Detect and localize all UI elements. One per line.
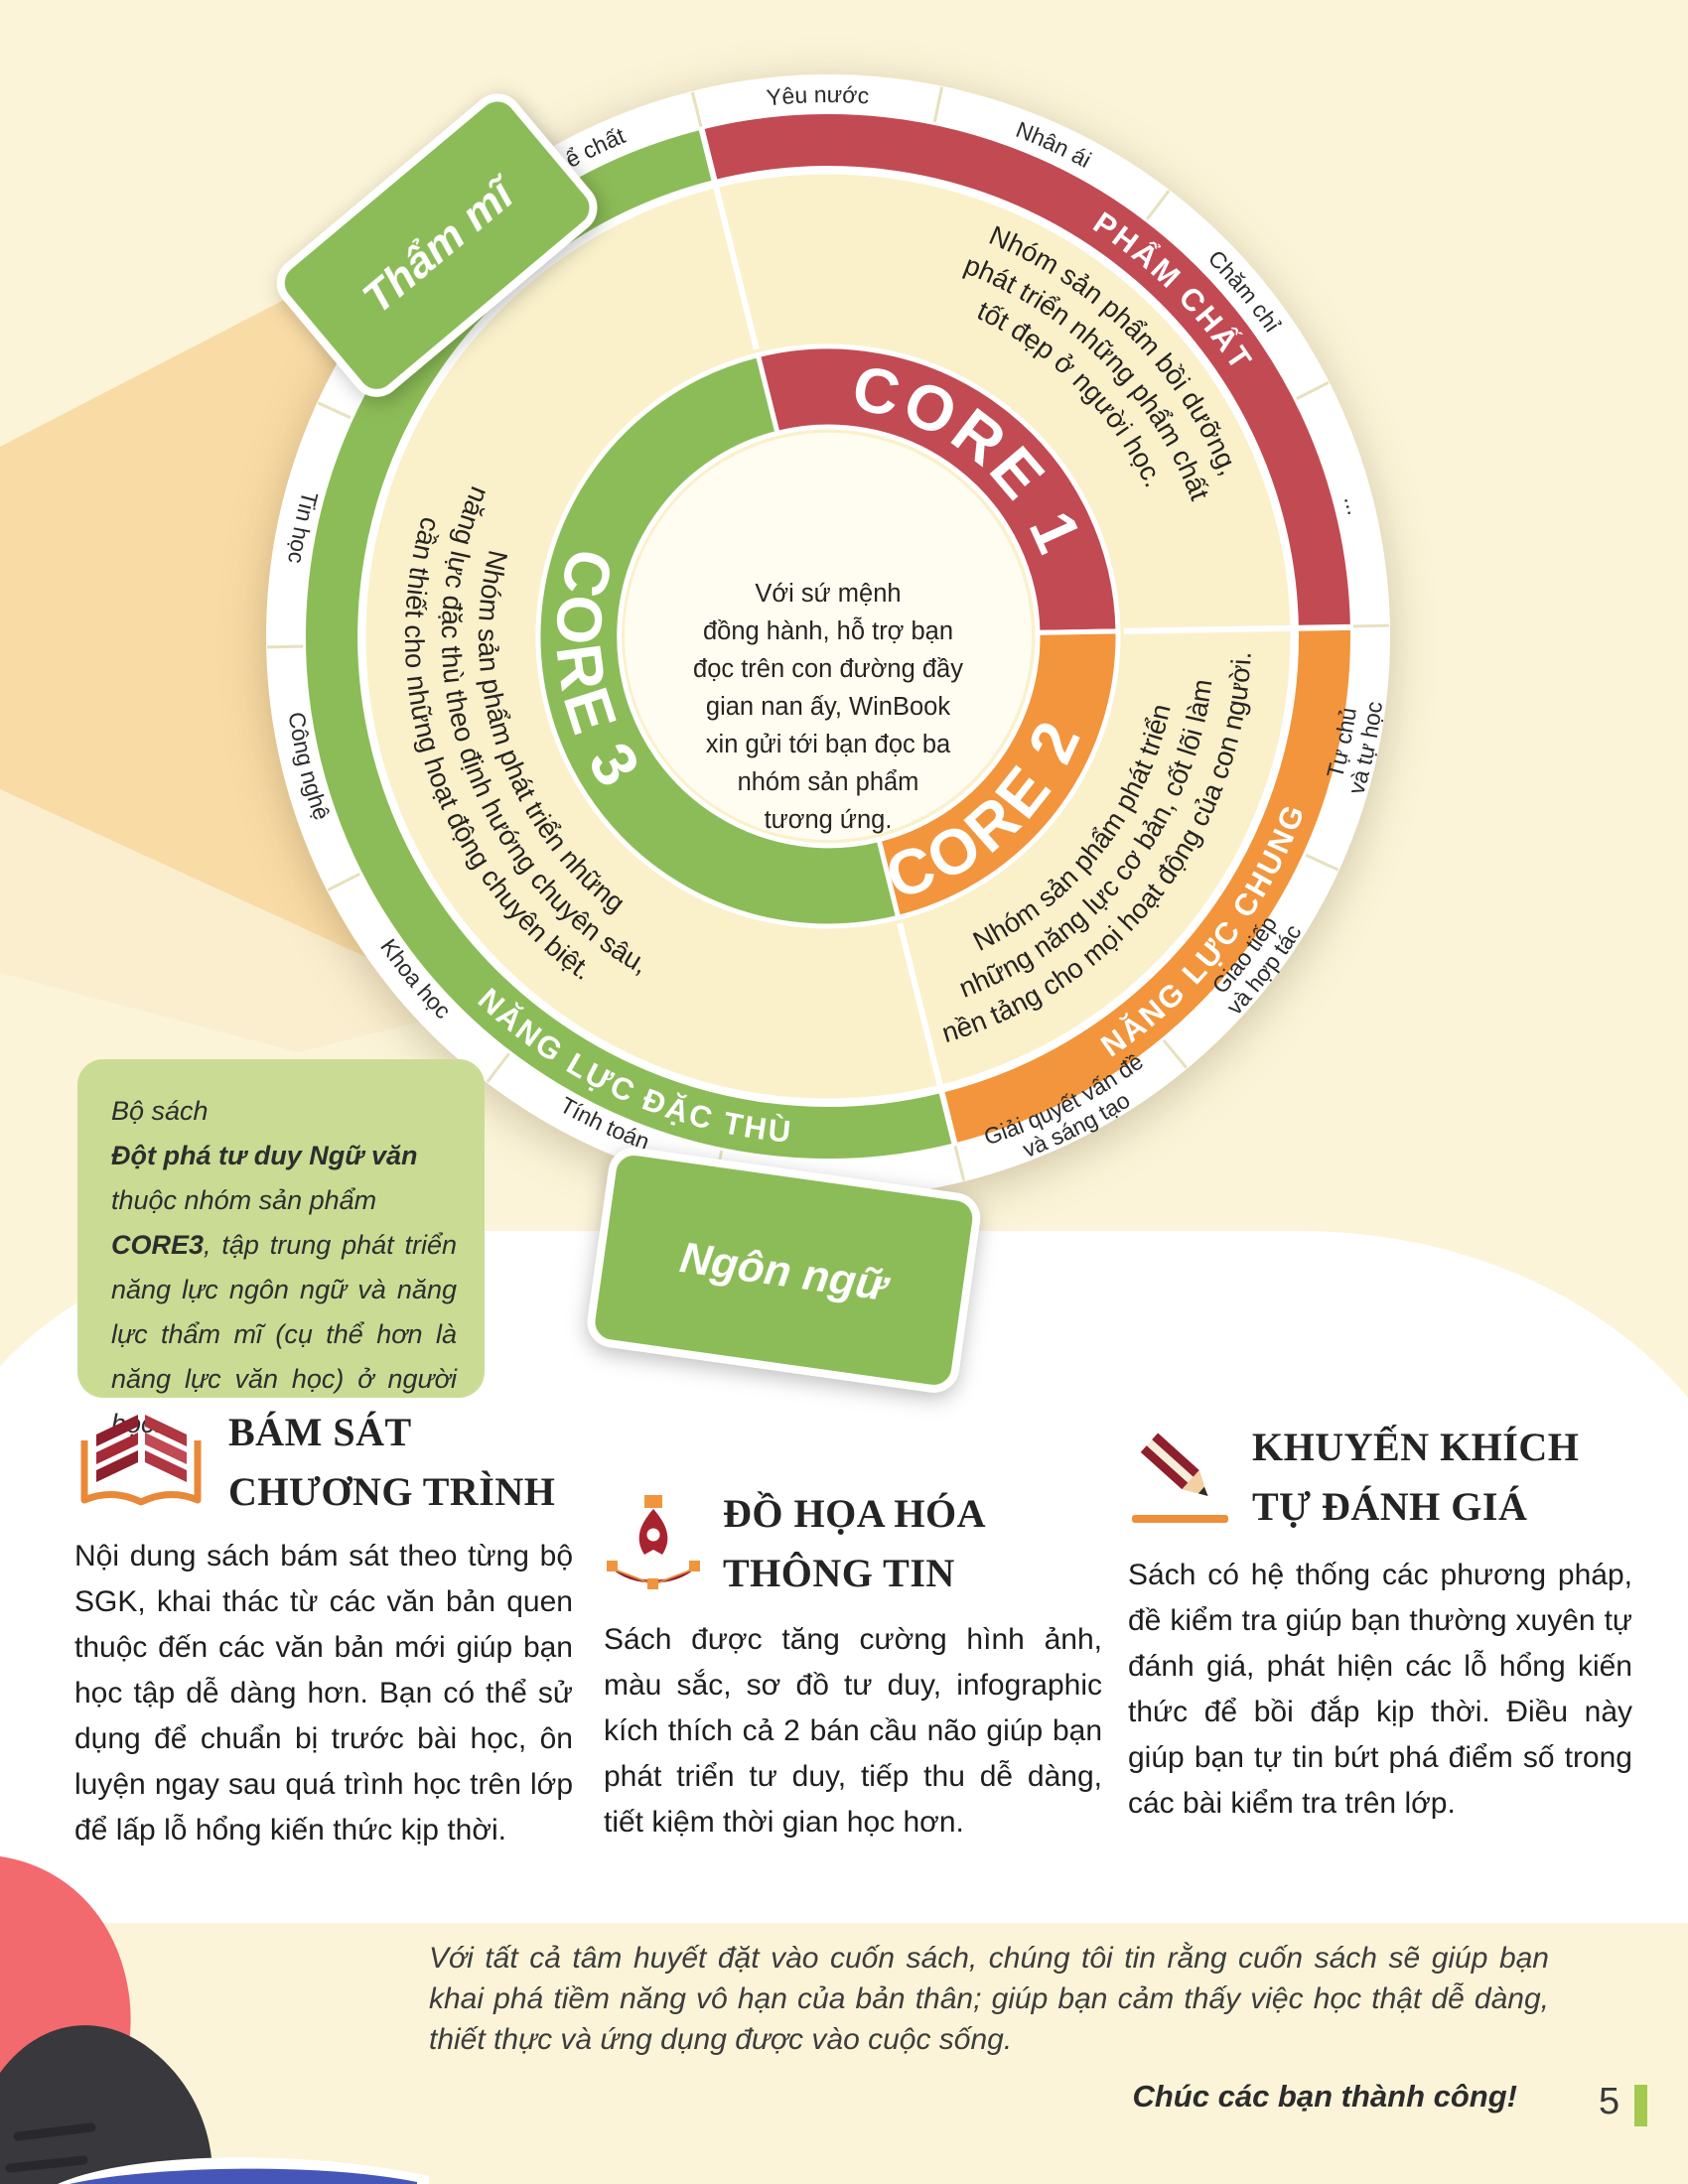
pen-nib-icon [607,1495,700,1589]
feature-body: Nội dung sách bám sát theo từng bộ SGK, … [74,1540,573,1846]
closing-signoff: Chúc các bạn thành công! [1132,2079,1517,2114]
outer-label: Yêu nước [766,81,870,110]
wheel-center [625,433,1032,840]
book-icon [80,1415,202,1506]
core-1-segment [755,343,1121,635]
mascot-stripe [5,2155,88,2173]
feature-body: Sách có hệ thống các phương pháp, đề kiể… [1128,1559,1632,1820]
series-info-box: Bộ sách Đột phá tư duy Ngữ văn thuộc nhó… [77,1059,485,1438]
series-title: Đột phá tư duy Ngữ văn [111,1141,418,1170]
mascot-illustration [0,1856,429,2184]
series-line3: thuộc nhóm sản phẩm [111,1185,377,1215]
tab-ngon-ngu: Ngôn ngữ [587,1147,981,1393]
page-number-bar [1634,2085,1647,2126]
feature-tu-danh-gia: KHUYẾN KHÍCH TỰ ĐÁNH GIÁ Sách có hệ thống… [1128,1418,1632,1827]
series-core-ref: CORE3 [111,1230,205,1260]
series-intro: Bộ sách [111,1096,209,1126]
pencil-icon [1132,1433,1228,1523]
beam-soft-shape [0,789,477,1052]
feature-bam-sat: BÁM SÁT CHƯƠNG TRÌNH Nội dung sách bám sá… [74,1403,573,1853]
feature-body: Sách được tăng cường hình ảnh, màu sắc, … [604,1623,1102,1839]
core-wheel-diagram: Với sứ mệnh đồng hành, hỗ trợ bạn đọc trên… [266,74,1390,1393]
feature-title: KHUYẾN KHÍCH TỰ ĐÁNH GIÁ [1252,1425,1580,1529]
feature-title: ĐỒ HỌA HÓA THÔNG TIN [723,1491,987,1595]
closing-paragraph: Với tất cả tâm huyết đặt vào cuốn sách, … [429,1942,1549,2056]
band-nang-luc-dac-thu [302,125,958,1162]
feature-do-hoa: ĐỒ HỌA HÓA THÔNG TIN Sách được tăng cường… [604,1484,1102,1845]
tab-tham-mi: Thẩm mĩ [276,93,598,397]
feature-title: BÁM SÁT CHƯƠNG TRÌNH [228,1410,556,1514]
wave-blue [70,2168,417,2184]
mascot-stripe [13,2122,96,2141]
mascot-head [0,2025,213,2184]
page-number: 5 [1599,2081,1620,2122]
core-3-segment [535,351,902,929]
wheel-center-text: Với sứ mệnh đồng hành, hỗ trợ bạn đọc trên… [693,580,963,834]
